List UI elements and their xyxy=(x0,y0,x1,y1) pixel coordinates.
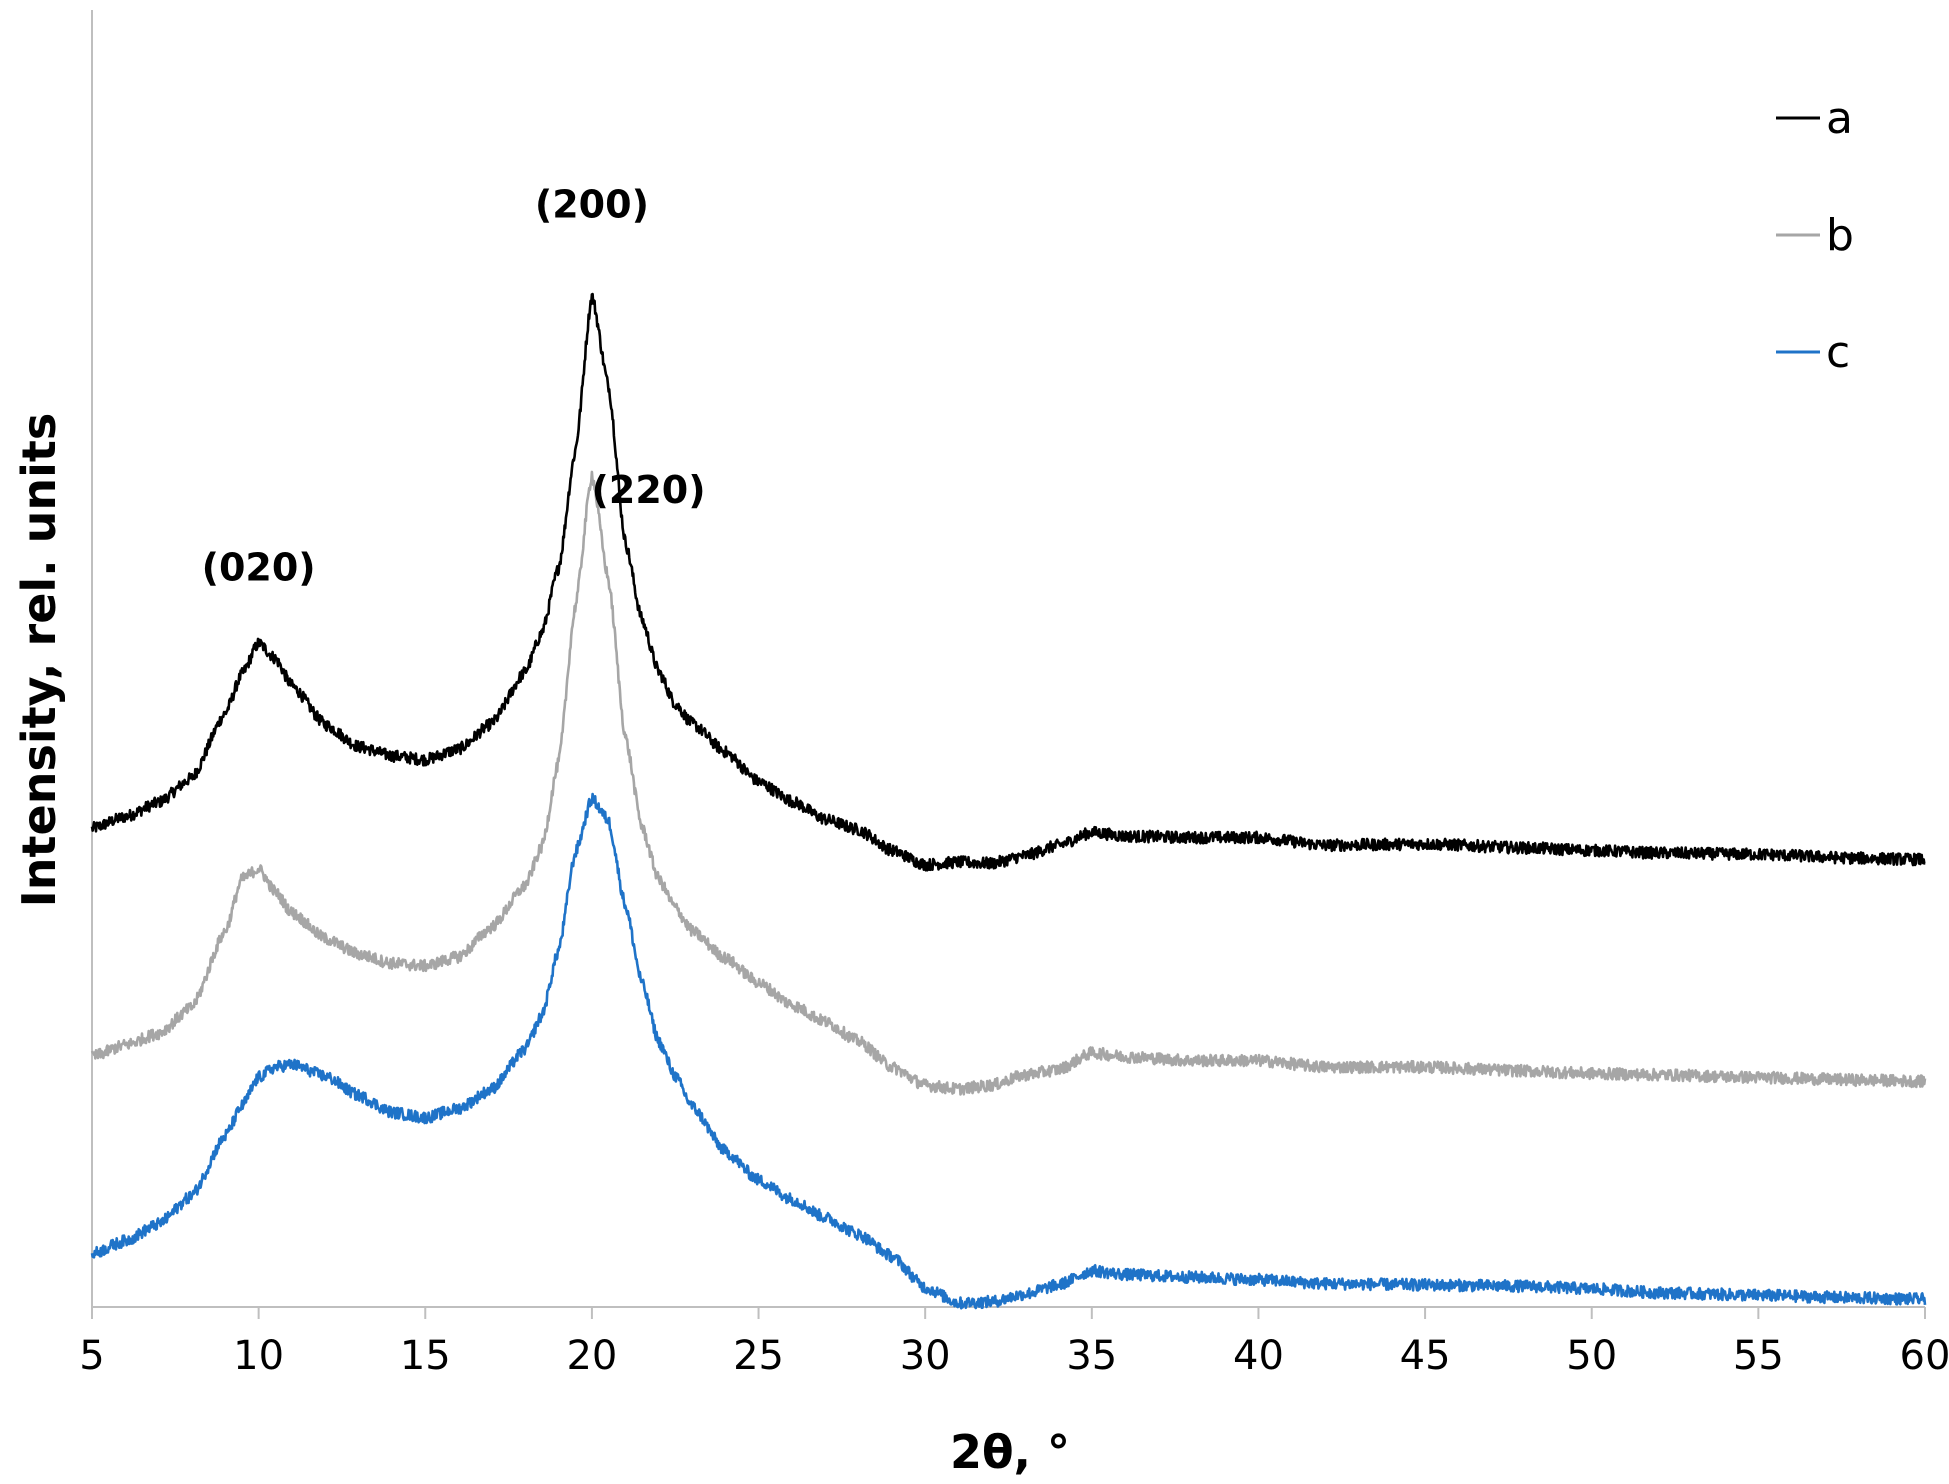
x-tick-label: 25 xyxy=(733,1333,784,1379)
x-tick-label: 40 xyxy=(1233,1333,1284,1379)
series-line-b xyxy=(90,470,1927,1096)
series-line-c xyxy=(90,792,1927,1310)
series-layer xyxy=(90,292,1927,1310)
y-axis-title: Intensity, rel. units xyxy=(12,413,66,908)
x-tick-label: 15 xyxy=(400,1333,451,1379)
peak-label: (200) xyxy=(535,183,649,227)
peak-label: (020) xyxy=(202,546,316,590)
x-tick-label: 45 xyxy=(1400,1333,1451,1379)
axes-layer: 5 10 15 20 25 30 35 40 45 50 55 60 xyxy=(79,10,1949,1379)
x-axis-title: 2θ, ° xyxy=(950,1425,1070,1479)
x-tick-label: 55 xyxy=(1733,1333,1784,1379)
annotation-layer: (020) (200) (220) xyxy=(202,183,706,590)
x-tick-label: 20 xyxy=(566,1333,617,1379)
legend-label-b: b xyxy=(1826,210,1854,261)
x-tick-label: 30 xyxy=(900,1333,951,1379)
series-line-a xyxy=(90,292,1926,872)
x-tick-label: 35 xyxy=(1066,1333,1117,1379)
x-tick-label: 5 xyxy=(79,1333,104,1379)
x-tick-label: 10 xyxy=(233,1333,284,1379)
legend-label-a: a xyxy=(1826,93,1853,144)
legend: a b c xyxy=(1776,93,1854,378)
x-tick-label: 60 xyxy=(1900,1333,1949,1379)
legend-label-c: c xyxy=(1826,327,1850,378)
x-tick-label: 50 xyxy=(1566,1333,1617,1379)
peak-label: (220) xyxy=(592,468,706,512)
